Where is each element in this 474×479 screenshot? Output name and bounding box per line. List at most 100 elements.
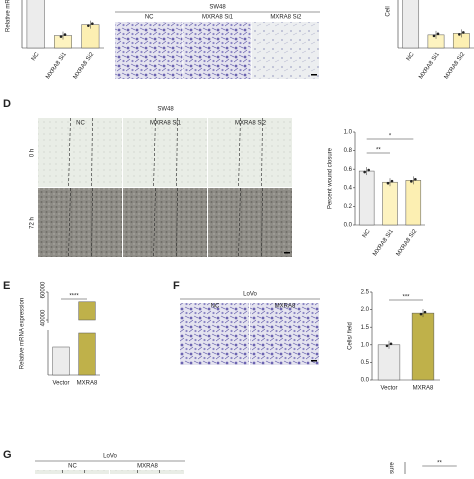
- column-label: NC: [68, 464, 77, 470]
- y-axis-label: Cells/ field: [348, 322, 354, 350]
- x-tick-label: NC: [406, 51, 416, 62]
- wound-edge: [238, 117, 241, 189]
- micrograph: [115, 22, 183, 79]
- column-label: MXRA8 Si2: [235, 121, 267, 127]
- micrograph: [38, 188, 122, 257]
- column-label: MXRA8 Si1: [150, 121, 182, 127]
- bar: [402, 0, 420, 49]
- wound-edge: [68, 187, 71, 259]
- replicate-dot: [410, 180, 413, 183]
- replicate-dot: [423, 310, 427, 314]
- axis-break: [44, 323, 104, 330]
- y-tick-label: 2.0: [361, 307, 370, 313]
- replicate-dot: [87, 24, 90, 27]
- micrograph: [251, 22, 319, 79]
- wound-edge: [238, 187, 241, 259]
- column-label: MXRA8: [275, 304, 296, 310]
- image-title: LoVo: [243, 292, 257, 298]
- column-label: MXRA8 Si1: [202, 15, 234, 21]
- bar: [405, 180, 422, 226]
- significance-label: ****: [69, 294, 79, 300]
- wound-edge: [176, 117, 178, 189]
- image-title: SW48: [209, 5, 226, 11]
- y-tick-label: 0.5: [361, 360, 370, 366]
- replicate-dot: [59, 35, 63, 38]
- wound-edge: [91, 117, 93, 189]
- y-tick-label: 40000: [41, 309, 47, 326]
- wound-edge: [153, 187, 156, 259]
- replicate-dot: [389, 342, 393, 346]
- y-tick-label: 2.5: [361, 290, 370, 296]
- y-tick-label: 1.0: [361, 342, 370, 348]
- x-tick-label: NC: [31, 51, 41, 62]
- micrograph: [180, 303, 249, 365]
- replicate-dot: [385, 344, 389, 348]
- y-axis-label: Percent wound closure: [328, 147, 334, 209]
- replicate-dot: [458, 33, 461, 36]
- x-tick-label: MXRA8 Si1: [45, 51, 68, 80]
- micrograph: [208, 118, 292, 187]
- y-tick-label: 0.0: [361, 378, 370, 384]
- column-label: MXRA8 Si2: [270, 15, 302, 21]
- y-axis-label: Cell: [386, 6, 392, 16]
- wound-edge: [261, 117, 263, 189]
- y-axis-label: Relative mRNA expression: [20, 298, 26, 369]
- image-title: LoVo: [103, 454, 117, 460]
- row-label: 72 h: [30, 217, 36, 229]
- significance-label: *: [389, 134, 392, 140]
- x-tick-label: Vector: [52, 381, 69, 387]
- micrograph: [250, 303, 319, 365]
- y-tick-label: 60000: [41, 281, 47, 298]
- micrograph: [208, 188, 292, 257]
- y-tick-label: 0.8: [344, 148, 353, 154]
- scale-bar: [311, 360, 317, 362]
- wound-edge: [176, 187, 178, 259]
- replicate-dot: [367, 168, 370, 172]
- replicate-dot: [63, 33, 67, 36]
- panel-label: D: [3, 98, 11, 110]
- micrograph: [123, 188, 207, 257]
- bar: [411, 312, 435, 381]
- y-tick-label: 0.2: [344, 204, 353, 210]
- bar-lower: [78, 332, 96, 376]
- micrograph: [123, 118, 207, 187]
- replicate-dot: [419, 312, 423, 316]
- panel-label: F: [173, 280, 180, 292]
- replicate-dot: [91, 22, 94, 25]
- x-tick-label: MXRA8: [77, 381, 98, 387]
- bar: [358, 170, 375, 226]
- replicate-dot: [462, 31, 465, 34]
- bar: [382, 181, 398, 226]
- x-tick-label: MXRA8 Si2: [396, 228, 419, 257]
- x-tick-label: NC: [362, 228, 372, 239]
- bar: [52, 346, 70, 376]
- x-tick-label: MXRA8 Si1: [418, 51, 441, 80]
- replicate-dot: [436, 32, 440, 36]
- x-tick-label: MXRA8 Si2: [73, 51, 96, 80]
- image-title: SW48: [157, 107, 174, 113]
- panel-label: G: [3, 449, 12, 461]
- y-tick-label: 1.0: [344, 130, 353, 136]
- bar: [78, 301, 96, 321]
- significance-label: ***: [402, 295, 410, 301]
- replicate-dot: [390, 179, 394, 183]
- x-tick-label: MXRA8 Si2: [444, 51, 467, 80]
- replicate-dot: [386, 181, 390, 185]
- bar: [377, 344, 401, 381]
- y-tick-label: 0.6: [344, 167, 353, 173]
- wound-edge: [261, 187, 263, 259]
- micrograph: [35, 470, 109, 479]
- x-tick-label: MXRA8: [413, 386, 434, 392]
- micrograph: [38, 118, 122, 187]
- replicate-dot: [363, 170, 366, 174]
- micrograph: [110, 470, 184, 479]
- micrograph: [183, 22, 251, 79]
- y-tick-label: 0.4: [344, 185, 353, 191]
- wound-edge: [91, 187, 93, 259]
- column-label: NC: [145, 15, 154, 21]
- x-tick-label: Vector: [380, 386, 397, 392]
- replicate-dot: [432, 34, 436, 38]
- y-axis-label: sure: [390, 462, 396, 474]
- y-tick-label: 0.0: [344, 223, 353, 229]
